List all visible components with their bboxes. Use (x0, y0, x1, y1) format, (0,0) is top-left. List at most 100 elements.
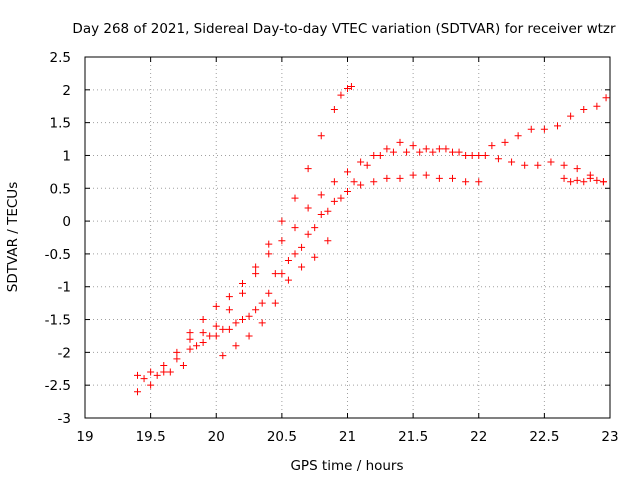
data-point (567, 178, 575, 186)
x-tick-label: 19 (76, 429, 93, 445)
data-point (291, 250, 299, 258)
data-point (160, 361, 168, 369)
y-tick-label: -2.5 (45, 378, 71, 394)
data-point (193, 342, 201, 350)
x-axis-label: GPS time / hours (290, 458, 403, 474)
y-tick-label: -2 (58, 345, 71, 361)
data-point (540, 125, 548, 133)
data-point (422, 145, 430, 153)
data-point (265, 250, 273, 258)
y-tick-label: 1.5 (50, 116, 71, 132)
data-point (271, 299, 279, 307)
data-point (278, 270, 286, 278)
data-point (147, 381, 155, 389)
data-point (298, 263, 306, 271)
data-point (298, 243, 306, 251)
data-point (455, 148, 463, 156)
data-point (547, 158, 555, 166)
y-tick-label: 1 (62, 148, 71, 164)
data-point (153, 371, 161, 379)
data-point (284, 256, 292, 264)
data-point (206, 332, 214, 340)
y-tick-label: 2.5 (50, 50, 71, 66)
data-point (225, 325, 233, 333)
x-tick-label: 20.5 (267, 429, 297, 445)
x-tick-label: 22 (470, 429, 487, 445)
data-point (449, 174, 456, 182)
data-point (232, 319, 240, 327)
data-point (173, 355, 181, 363)
y-tick-label: 2 (62, 83, 71, 99)
data-point (573, 165, 581, 173)
x-axis: 19 19.5 20 20.5 21 21.5 22 22.5 23 (76, 57, 619, 445)
data-point (324, 207, 332, 215)
data-point (239, 316, 246, 324)
y-tick-label: -3 (58, 411, 71, 427)
data-point (239, 289, 246, 297)
data-point (147, 368, 155, 376)
data-point (337, 91, 345, 99)
data-point (409, 142, 417, 150)
x-tick-label: 21 (339, 429, 356, 445)
data-point (317, 132, 325, 140)
data-point (344, 188, 351, 196)
data-point (567, 112, 575, 120)
data-point (429, 148, 437, 156)
data-point (179, 361, 187, 369)
data-point (311, 224, 319, 232)
x-tick-label: 21.5 (398, 429, 428, 445)
data-point (602, 94, 610, 102)
data-point (383, 145, 391, 153)
data-point (232, 342, 240, 350)
series-track-main (134, 94, 610, 396)
data-point (186, 345, 194, 353)
data-point (599, 178, 607, 186)
data-point (396, 138, 404, 146)
data-point (330, 178, 338, 186)
data-point (521, 161, 529, 169)
data-point (416, 148, 424, 156)
data-point (481, 151, 489, 159)
y-tick-label: -1 (58, 280, 71, 296)
y-tick-label: 0 (62, 214, 71, 230)
data-point (330, 106, 338, 114)
data-point (199, 329, 207, 337)
data-point (212, 332, 220, 340)
data-point (580, 178, 588, 186)
data-point (462, 151, 470, 159)
data-point (475, 151, 483, 159)
data-point (442, 145, 450, 153)
data-point (304, 165, 312, 173)
data-point (337, 194, 345, 202)
data-point (317, 211, 325, 219)
data-point (508, 158, 516, 166)
x-tick-label: 19.5 (136, 429, 166, 445)
data-point (527, 125, 535, 133)
data-point (186, 329, 194, 337)
data-point (173, 348, 181, 356)
data-point (462, 178, 470, 186)
data-point (403, 148, 411, 156)
data-point (225, 306, 233, 314)
data-point (212, 322, 220, 330)
data-point (252, 306, 260, 314)
data-point (284, 276, 292, 284)
series-track-tail (560, 174, 607, 186)
data-point (291, 194, 299, 202)
data-point (199, 316, 207, 324)
data-point (560, 174, 568, 182)
data-point (278, 237, 286, 245)
data-point (245, 312, 253, 320)
data-point (560, 161, 568, 169)
y-axis: -3 -2.5 -2 -1.5 -1 -0.5 0 0.5 1 1.5 2 2.5 (45, 50, 610, 427)
data-point (199, 339, 207, 347)
data-point (363, 161, 371, 169)
data-point (219, 352, 227, 360)
series-track-steep (134, 83, 355, 379)
data-point (166, 368, 174, 376)
data-point (140, 375, 148, 383)
data-point (324, 237, 332, 245)
y-tick-label: -1.5 (45, 313, 71, 329)
data-point (370, 178, 378, 186)
